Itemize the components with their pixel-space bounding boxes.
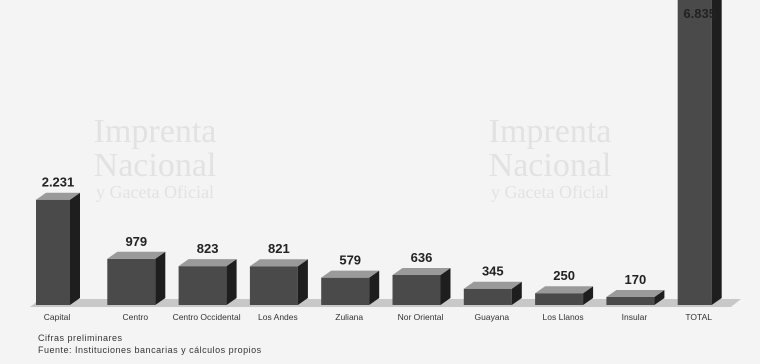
bar-front-los-andes	[249, 266, 298, 305]
watermark-left-line3: y Gaceta Oficial	[96, 182, 214, 202]
bar-top-zuliana	[321, 270, 380, 278]
bar-side-capital	[70, 192, 80, 305]
bar-front-centro	[107, 258, 156, 305]
bar-insular	[606, 289, 665, 305]
value-label-guayana: 345	[482, 264, 504, 279]
bar-front-capital	[36, 199, 70, 305]
source-note: Fuente: Instituciones bancarias y cálcul…	[38, 345, 262, 355]
bar-top-capital	[36, 192, 80, 200]
bar-capital	[36, 192, 80, 305]
chart-notes: Cifras preliminares Fuente: Institucione…	[38, 332, 262, 356]
bar-side-los-llanos	[583, 286, 594, 305]
bar-front-los-llanos	[535, 293, 584, 305]
bar-side-insular	[654, 289, 665, 305]
category-label-insular: Insular	[622, 312, 648, 322]
value-label-insular: 170	[625, 272, 647, 287]
watermark-right-line1: Imprenta	[489, 113, 612, 150]
bar-nor-oriental	[392, 267, 451, 305]
bar-total	[677, 0, 722, 305]
bar-front-nor-oriental	[392, 274, 441, 305]
bar-side-centro-occidental	[226, 259, 237, 305]
watermark: Imprenta Nacional y Gaceta Oficial Impre…	[94, 113, 612, 202]
value-label-capital: 2.231	[42, 175, 75, 190]
value-label-centro: 979	[125, 234, 147, 249]
bar-top-los-andes	[249, 259, 308, 267]
value-labels-group: 2.231 979 823 821 579 636 345 250 170 6.835	[42, 6, 716, 287]
category-label-total: TOTAL	[685, 312, 712, 322]
value-label-centro-occidental: 823	[197, 241, 219, 256]
bar-top-insular	[606, 289, 665, 297]
category-label-los-andes: Los Andes	[258, 312, 298, 322]
category-label-nor-oriental: Nor Oriental	[398, 312, 444, 322]
value-label-los-llanos: 250	[553, 268, 575, 283]
value-label-los-andes: 821	[268, 241, 290, 256]
bar-side-zuliana	[369, 270, 380, 305]
watermark-left: Imprenta Nacional y Gaceta Oficial	[94, 113, 217, 202]
category-label-centro-occidental: Centro Occidental	[173, 312, 241, 322]
bar-los-andes	[249, 259, 308, 305]
watermark-right-line2: Nacional	[489, 147, 612, 184]
bar-side-total	[711, 0, 722, 305]
category-labels-group: Capital Centro Centro Occidental Los Andes Z…	[44, 312, 713, 322]
bar-top-centro-occidental	[178, 259, 237, 267]
bar-front-guayana	[463, 288, 512, 305]
bar-side-guayana	[511, 281, 522, 305]
watermark-left-line1: Imprenta	[94, 113, 217, 150]
bar-los-llanos	[535, 286, 594, 305]
bar-side-los-andes	[297, 259, 308, 305]
bar-top-centro	[107, 251, 166, 259]
preliminary-note: Cifras preliminares	[38, 333, 123, 343]
bar-side-nor-oriental	[440, 267, 451, 305]
bar-centro-occidental	[178, 259, 237, 305]
category-label-centro: Centro	[123, 312, 149, 322]
value-label-nor-oriental: 636	[411, 250, 433, 265]
bar-side-centro	[155, 251, 166, 305]
bar-top-nor-oriental	[392, 267, 451, 275]
category-label-guayana: Guayana	[475, 312, 510, 322]
bar-centro	[107, 251, 166, 305]
category-label-zuliana: Zuliana	[335, 312, 363, 322]
bar-top-los-llanos	[535, 286, 594, 294]
watermark-left-line2: Nacional	[94, 147, 217, 184]
bar-zuliana	[321, 270, 380, 305]
value-label-total: 6.835	[683, 6, 716, 21]
watermark-right: Imprenta Nacional y Gaceta Oficial	[489, 113, 612, 202]
bar-front-centro-occidental	[178, 266, 227, 305]
bar-front-insular	[606, 296, 655, 305]
value-label-zuliana: 579	[339, 253, 361, 268]
bar-front-total	[677, 0, 712, 305]
bars-group	[36, 0, 722, 305]
bar-front-zuliana	[321, 277, 370, 305]
bar-guayana	[463, 281, 522, 305]
category-label-los-llanos: Los Llanos	[543, 312, 584, 322]
bar-top-guayana	[463, 281, 522, 289]
watermark-right-line3: y Gaceta Oficial	[491, 182, 609, 202]
category-label-capital: Capital	[44, 312, 71, 322]
